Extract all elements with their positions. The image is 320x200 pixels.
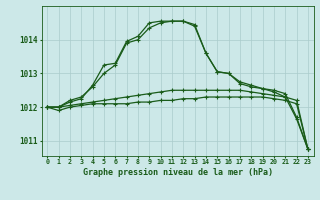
X-axis label: Graphe pression niveau de la mer (hPa): Graphe pression niveau de la mer (hPa) <box>83 168 273 177</box>
